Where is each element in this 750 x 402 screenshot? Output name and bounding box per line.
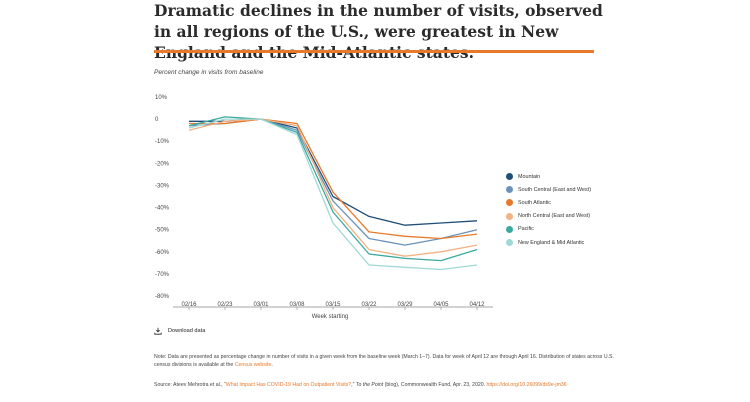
download-data-label: Download data: [168, 328, 206, 334]
source-blog-name: To the Point: [355, 382, 384, 388]
source-mid: ,”: [351, 382, 356, 388]
legend-item: New England & Mid Atlantic: [506, 236, 591, 249]
legend-swatch: [506, 225, 513, 233]
legend-item: South Atlantic: [506, 196, 591, 209]
legend-swatch: [506, 212, 513, 220]
chart-source: Source: Ateev Mehrotra et al., “What Imp…: [154, 381, 614, 389]
legend-label: South Atlantic: [518, 199, 551, 206]
x-tick-label: 02/23: [217, 302, 233, 308]
series-line-1: [188, 118, 478, 246]
y-tick-label: 0: [155, 117, 159, 123]
x-tick-label: 03/08: [289, 302, 305, 308]
legend-swatch: [506, 173, 513, 181]
census-website-link[interactable]: Census website: [234, 362, 272, 369]
legend-label: South Central (East and West): [518, 186, 592, 193]
x-axis-ticks: 02/16 02/23 03/01 03/08 03/15 03/22 03/29 04/05…: [181, 302, 485, 310]
x-tick-label: 03/29: [397, 302, 413, 308]
y-tick-label: -50%: [155, 228, 170, 234]
legend-item: Mountain: [506, 170, 591, 183]
y-axis-ticks: 10% 0 -10% -20% -30% -40% -50% -60% -70% -80%: [155, 95, 170, 300]
x-tick-label: 03/01: [253, 302, 269, 308]
y-tick-label: -60%: [155, 250, 170, 256]
legend-swatch: [506, 186, 513, 194]
source-prefix: Source: Ateev Mehrotra et al., “: [154, 382, 226, 388]
legend-item: South Central (East and West): [506, 183, 591, 196]
legend-label: Mountain: [518, 173, 541, 180]
chart-legend: Mountain South Central (East and West) Sou…: [506, 170, 591, 249]
legend-label: North Central (East and West): [518, 213, 591, 220]
x-tick-label: 04/05: [433, 302, 449, 308]
series-line-4: [188, 116, 478, 262]
download-data-button[interactable]: Download data: [154, 327, 205, 335]
legend-label: New England & Mid Atlantic: [518, 239, 585, 246]
source-doi-link[interactable]: https://doi.org/10.26099/ds9e-jm36: [486, 382, 567, 388]
legend-item: Pacific: [506, 223, 591, 236]
source-article-link[interactable]: What Impact Has COVID-19 Had on Outpatie…: [225, 382, 352, 388]
y-axis-label: Percent change in visits from baseline: [154, 69, 264, 76]
y-tick-label: -10%: [155, 139, 170, 145]
series-line-2: [189, 118, 478, 240]
y-tick-label: -30%: [155, 183, 170, 189]
series-line-0: [189, 118, 478, 226]
legend-item: North Central (East and West): [506, 210, 591, 223]
series-line-5: [188, 118, 478, 271]
legend-swatch: [506, 239, 513, 247]
note-end: .: [271, 362, 273, 369]
page-title: Dramatic declines in the number of visit…: [154, 1, 603, 62]
y-tick-label: -40%: [155, 206, 170, 212]
legend-swatch: [506, 199, 513, 207]
y-tick-label: -80%: [155, 294, 170, 300]
source-suffix: (blog), Commonwealth Fund, Apr. 23, 2020…: [383, 382, 486, 388]
x-tick-label: 03/15: [325, 302, 341, 308]
x-tick-label: 04/12: [469, 302, 485, 308]
download-icon: [154, 327, 162, 335]
x-tick-label: 02/16: [181, 302, 197, 308]
y-tick-label: -20%: [155, 161, 170, 167]
x-tick-label: 03/22: [361, 302, 377, 308]
note-text: Note: Data are presented as percentage c…: [154, 354, 614, 369]
series-line-3: [188, 118, 478, 257]
series-lines: [188, 116, 478, 271]
chart-note: Note: Data are presented as percentage c…: [154, 353, 614, 370]
y-tick-label: -70%: [155, 272, 170, 278]
y-tick-label: 10%: [155, 95, 168, 101]
title-accent-rule: [154, 50, 594, 53]
x-axis-label: Week starting: [312, 314, 349, 320]
legend-label: Pacific: [518, 226, 534, 233]
